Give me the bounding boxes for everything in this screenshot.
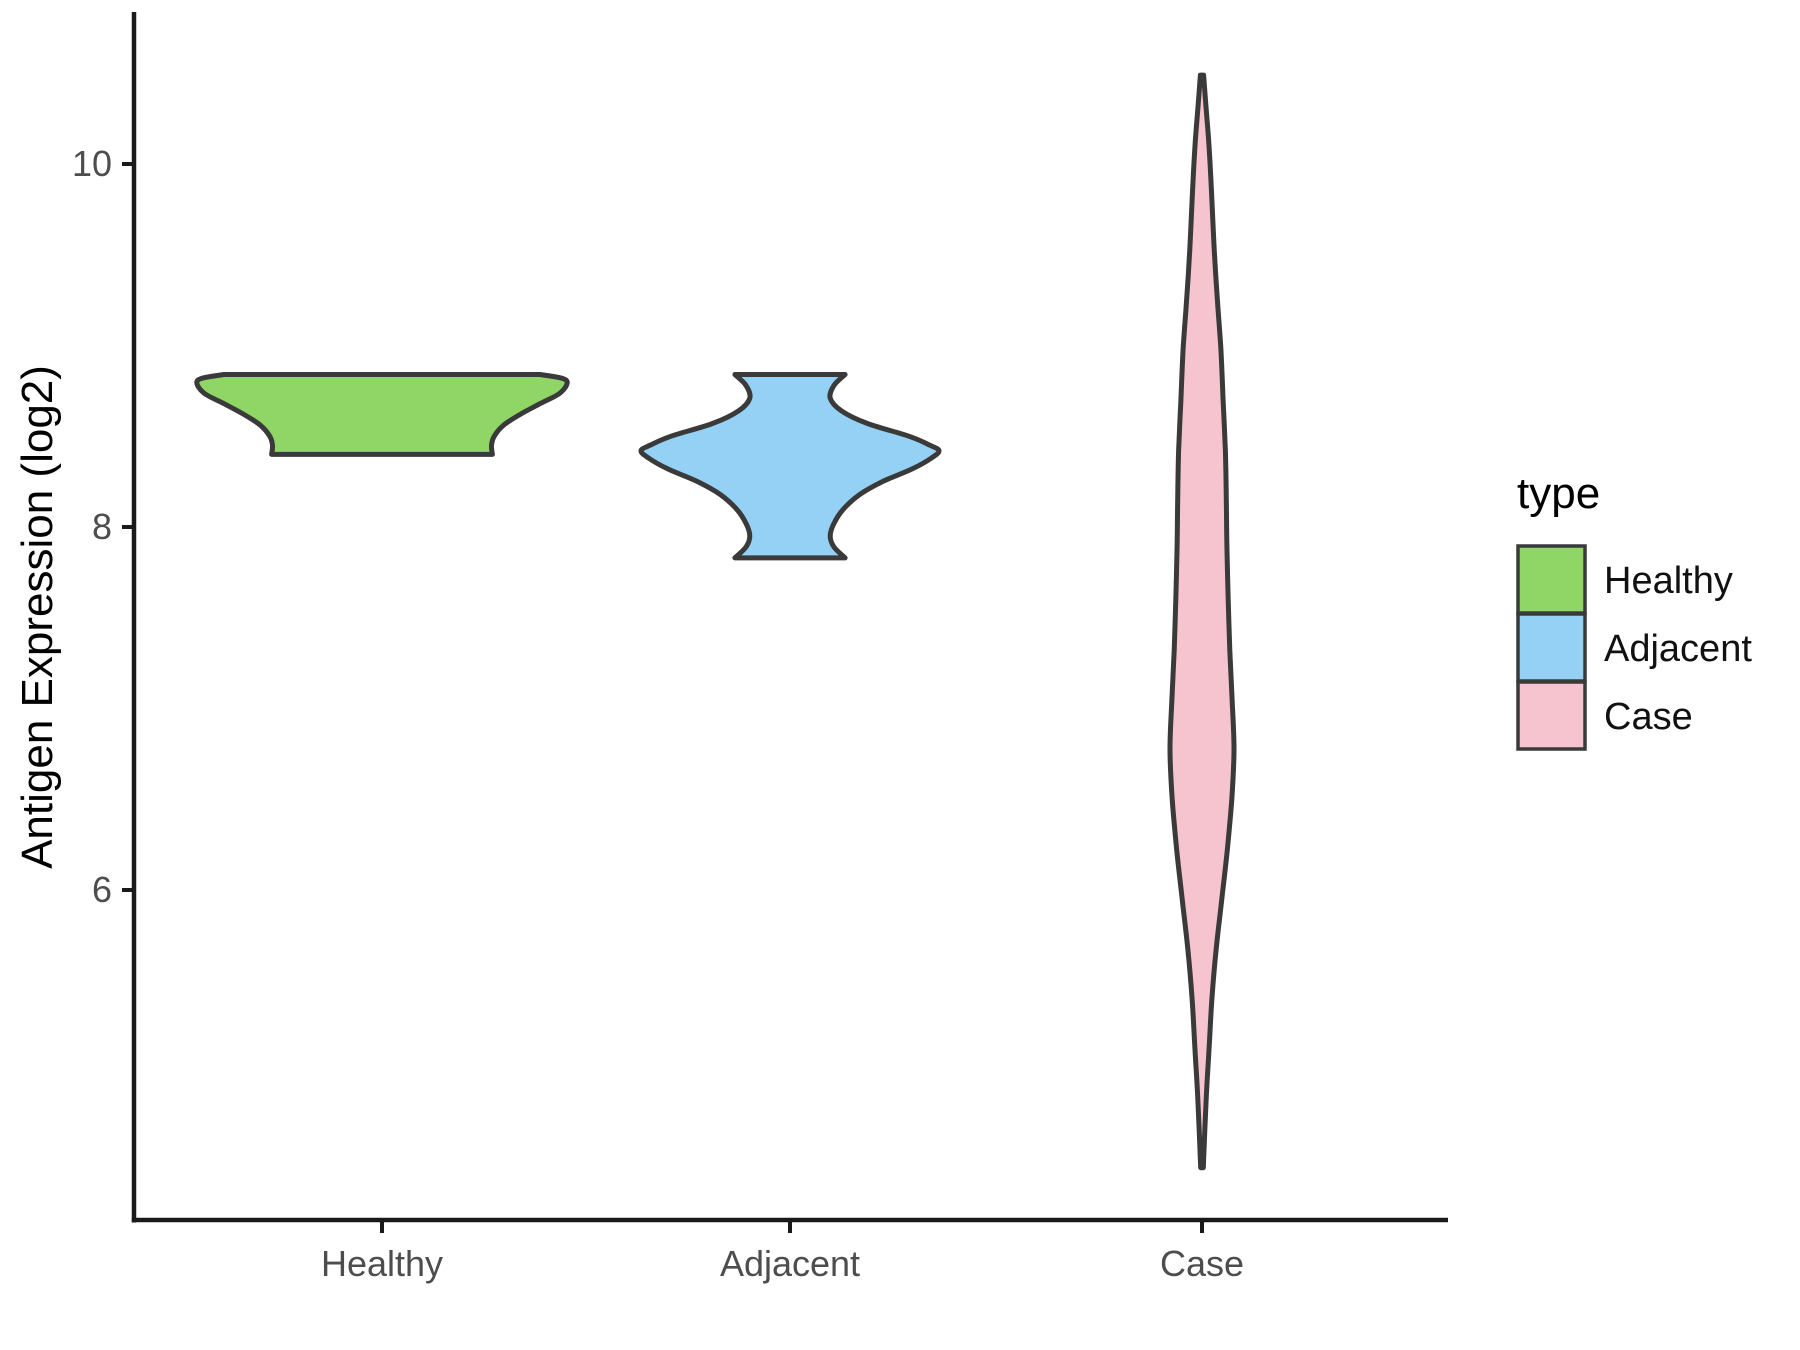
y-tick-label-10: 10 bbox=[72, 143, 112, 184]
legend-label-healthy: Healthy bbox=[1604, 560, 1733, 602]
legend-label-case: Case bbox=[1604, 696, 1693, 738]
y-tick-label-6: 6 bbox=[92, 869, 112, 910]
x-tick-label-healthy: Healthy bbox=[321, 1243, 443, 1284]
legend: type Healthy Adjacent Case bbox=[1516, 469, 1752, 751]
violin-case bbox=[1167, 72, 1237, 1171]
violin-adjacent bbox=[638, 372, 942, 561]
x-axis-ticks: Healthy Adjacent Case bbox=[321, 1220, 1244, 1284]
axes-group: 10 8 6 Healthy Adjacent Case Antigen Express… bbox=[13, 12, 1448, 1284]
legend-keys: Healthy Adjacent Case bbox=[1516, 544, 1752, 751]
y-axis-ticks: 10 8 6 bbox=[72, 143, 134, 910]
legend-key-case bbox=[1516, 680, 1587, 751]
legend-label-adjacent: Adjacent bbox=[1604, 628, 1752, 670]
y-tick-label-8: 8 bbox=[92, 506, 112, 547]
violin-healthy bbox=[194, 372, 570, 457]
x-tick-label-adjacent: Adjacent bbox=[720, 1243, 860, 1284]
y-axis-title: Antigen Expression (log2) bbox=[13, 365, 62, 869]
legend-key-healthy bbox=[1516, 544, 1587, 615]
violin-group bbox=[194, 72, 1237, 1171]
legend-title: type bbox=[1517, 469, 1600, 518]
legend-key-adjacent bbox=[1516, 612, 1587, 683]
x-tick-label-case: Case bbox=[1160, 1243, 1244, 1284]
